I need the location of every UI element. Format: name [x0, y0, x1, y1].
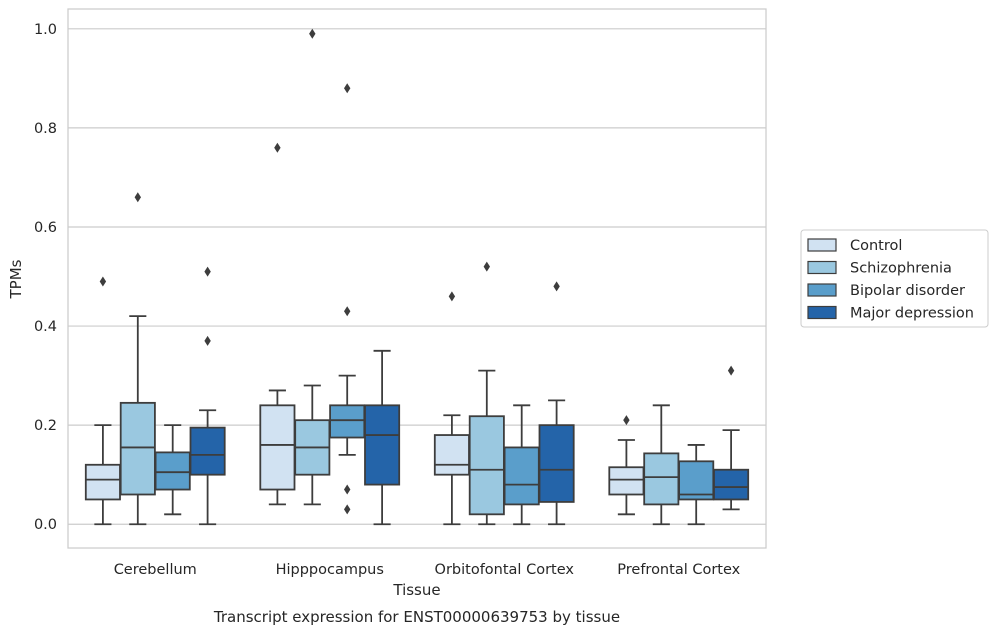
box-iqr: [154, 451, 191, 491]
x-tick-label: Orbitofontal Cortex: [435, 562, 575, 578]
box-iqr: [608, 466, 645, 496]
box-prefrontal-cortex-control: [608, 415, 645, 516]
outlier-point: [623, 415, 630, 426]
box-iqr: [678, 460, 715, 501]
box-iqr: [119, 401, 156, 496]
y-tick-label: 1.0: [34, 22, 57, 38]
box-iqr: [503, 446, 540, 506]
x-axis-label: Tissue: [392, 581, 440, 599]
box-iqr: [713, 468, 750, 501]
box-iqr: [259, 404, 296, 491]
outlier-point: [448, 291, 456, 302]
y-tick-label: 0.4: [34, 319, 57, 335]
x-tick-label: Hipppocampus: [276, 562, 384, 578]
outlier-point: [344, 83, 351, 94]
box-iqr: [364, 404, 401, 486]
box-orbitofontal-cortex-bipolar-disorder: [503, 404, 540, 526]
box-iqr: [329, 404, 366, 439]
legend-swatch: [807, 305, 837, 320]
box-prefrontal-cortex-major-depression: [713, 365, 750, 511]
y-tick-label: 0.0: [34, 517, 57, 533]
x-tick-label: Cerebellum: [114, 562, 197, 578]
legend-label: Control: [850, 238, 902, 254]
outlier-point: [134, 192, 141, 203]
box-prefrontal-cortex-bipolar-disorder: [678, 444, 715, 526]
box-iqr: [433, 434, 470, 476]
outlier-point: [727, 365, 735, 376]
outlier-point: [274, 142, 281, 153]
box-hipppocampus-bipolar-disorder: [329, 83, 366, 515]
chart-caption: Transcript expression for ENST0000063975…: [213, 608, 620, 626]
plot-frame: [67, 8, 767, 549]
box-cerebellum-major-depression: [189, 266, 226, 526]
legend-swatch: [807, 260, 837, 275]
box-orbitofontal-cortex-major-depression: [538, 281, 575, 526]
y-tick-label: 0.2: [34, 418, 57, 434]
y-tick-label: 0.8: [34, 121, 57, 137]
outlier-point: [344, 484, 351, 495]
gridlines: [68, 28, 766, 525]
legend-swatch: [807, 238, 837, 252]
outlier-point: [309, 28, 316, 39]
outlier-point: [344, 306, 351, 317]
legend-label: Major depression: [850, 306, 974, 322]
box-cerebellum-bipolar-disorder: [154, 424, 191, 516]
box-hipppocampus-major-depression: [364, 349, 401, 526]
legend-label: Bipolar disorder: [850, 283, 965, 299]
legend-label: Schizophrenia: [850, 261, 952, 277]
outlier-point: [553, 281, 560, 292]
legend: Control Schizophrenia Bipolar disorder Majo…: [800, 229, 989, 328]
box-iqr: [643, 452, 680, 506]
box-plots: [84, 28, 750, 526]
y-tick-labels: 0.0 0.2 0.4 0.6 0.8 1.0: [34, 22, 57, 533]
x-tick-labels: Cerebellum Hipppocampus Orbitofontal Corte…: [114, 562, 741, 578]
box-cerebellum-schizophrenia: [119, 192, 156, 526]
y-tick-label: 0.6: [34, 220, 57, 236]
y-axis-label: TPMs: [7, 259, 25, 299]
box-hipppocampus-control: [259, 142, 296, 506]
outlier-point: [99, 276, 107, 287]
outlier-point: [204, 266, 211, 277]
box-iqr: [84, 463, 121, 501]
box-iqr: [189, 426, 226, 476]
box-hipppocampus-schizophrenia: [294, 28, 331, 506]
legend-frame: [800, 229, 989, 328]
legend-swatch: [807, 283, 837, 297]
box-iqr: [468, 415, 505, 516]
x-tick-label: Prefrontal Cortex: [617, 562, 740, 578]
box-iqr: [538, 424, 575, 503]
outlier-point: [483, 261, 490, 272]
outlier-point: [344, 504, 351, 515]
outlier-point: [204, 335, 211, 346]
box-orbitofontal-cortex-schizophrenia: [468, 261, 505, 526]
